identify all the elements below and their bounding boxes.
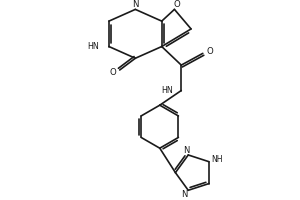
Text: NH: NH	[211, 155, 223, 164]
Text: O: O	[206, 47, 213, 56]
Text: N: N	[132, 0, 139, 9]
Text: HN: HN	[162, 86, 173, 95]
Text: N: N	[183, 146, 190, 155]
Text: O: O	[110, 68, 116, 77]
Text: O: O	[173, 0, 180, 9]
Text: N: N	[181, 190, 188, 199]
Text: HN: HN	[87, 42, 99, 51]
